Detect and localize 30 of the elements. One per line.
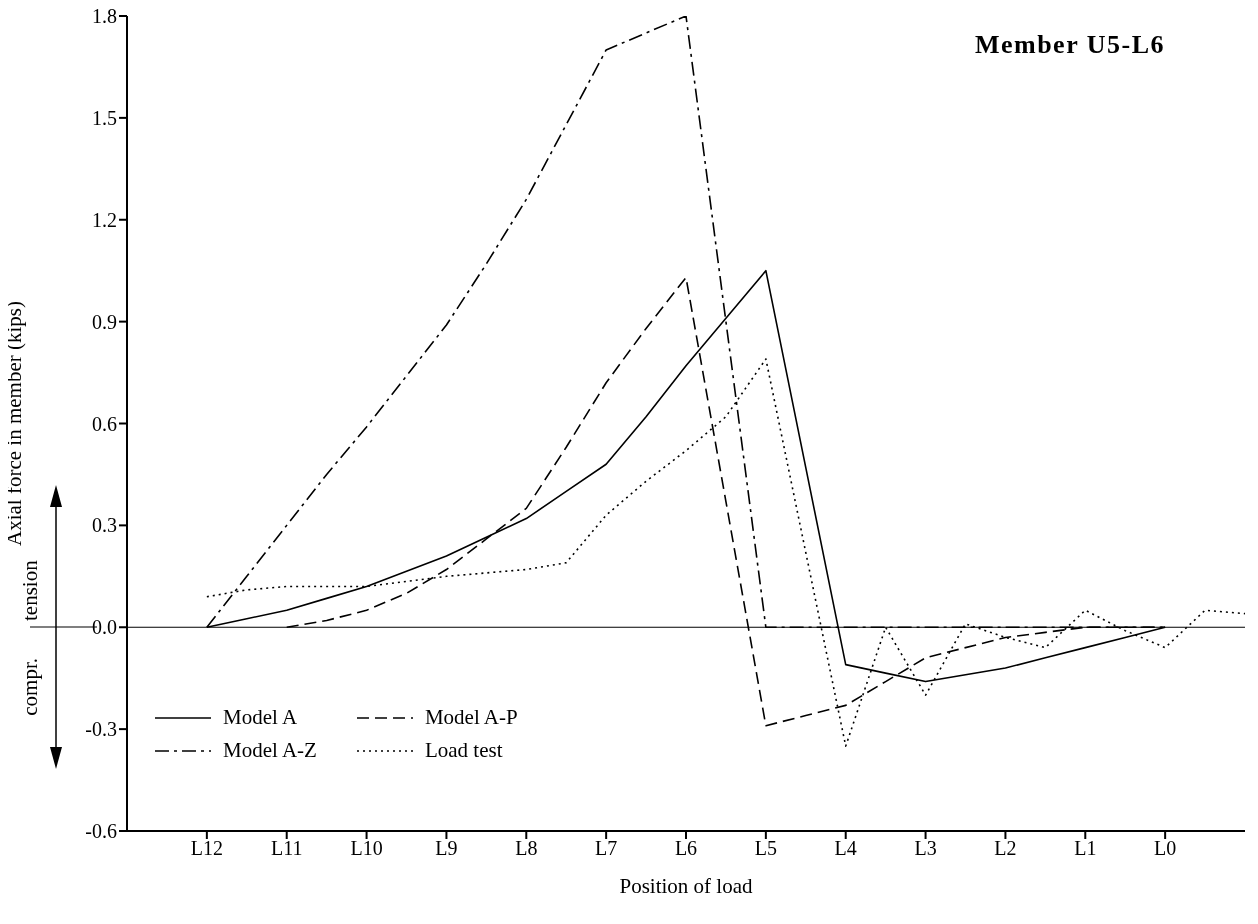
legend-label: Model A-P bbox=[424, 705, 518, 731]
x-tick-label: L7 bbox=[595, 837, 618, 860]
x-tick-label: L2 bbox=[994, 837, 1017, 860]
x-tick-label: L12 bbox=[190, 837, 223, 860]
x-axis-title: Position of load bbox=[619, 874, 753, 898]
legend-label: Load test bbox=[424, 738, 503, 764]
x-tick-label: L4 bbox=[834, 837, 857, 860]
y-tick-label: 0.9 bbox=[92, 310, 117, 333]
x-tick-label: L1 bbox=[1074, 837, 1097, 860]
legend-label: Model A bbox=[223, 705, 298, 731]
x-tick-label: L9 bbox=[435, 837, 458, 860]
text: tension bbox=[18, 560, 43, 622]
y-tick-label: 1.2 bbox=[92, 208, 117, 231]
x-tick-label: L5 bbox=[754, 837, 777, 860]
x-tick-label: L6 bbox=[674, 837, 698, 860]
y-tick-label: 0.3 bbox=[92, 514, 117, 537]
y-tick-label: 1.5 bbox=[92, 106, 117, 129]
x-tick-label: L11 bbox=[270, 837, 303, 860]
y-tick-label: -0.3 bbox=[85, 718, 117, 741]
y-tick-label: 0.0 bbox=[92, 616, 117, 639]
y-tick-label: 0.6 bbox=[92, 412, 117, 435]
legend-label: Model A-Z bbox=[223, 738, 317, 764]
y-tick-label: 1.8 bbox=[92, 5, 117, 28]
x-tick-label: L0 bbox=[1154, 837, 1177, 860]
text: Member U5-L6 bbox=[974, 30, 1165, 60]
text: compr. bbox=[18, 658, 43, 716]
x-tick-label: L8 bbox=[515, 837, 538, 860]
x-tick-label: L10 bbox=[350, 837, 383, 860]
y-tick-label: -0.6 bbox=[85, 820, 117, 843]
x-tick-label: L3 bbox=[914, 837, 937, 860]
